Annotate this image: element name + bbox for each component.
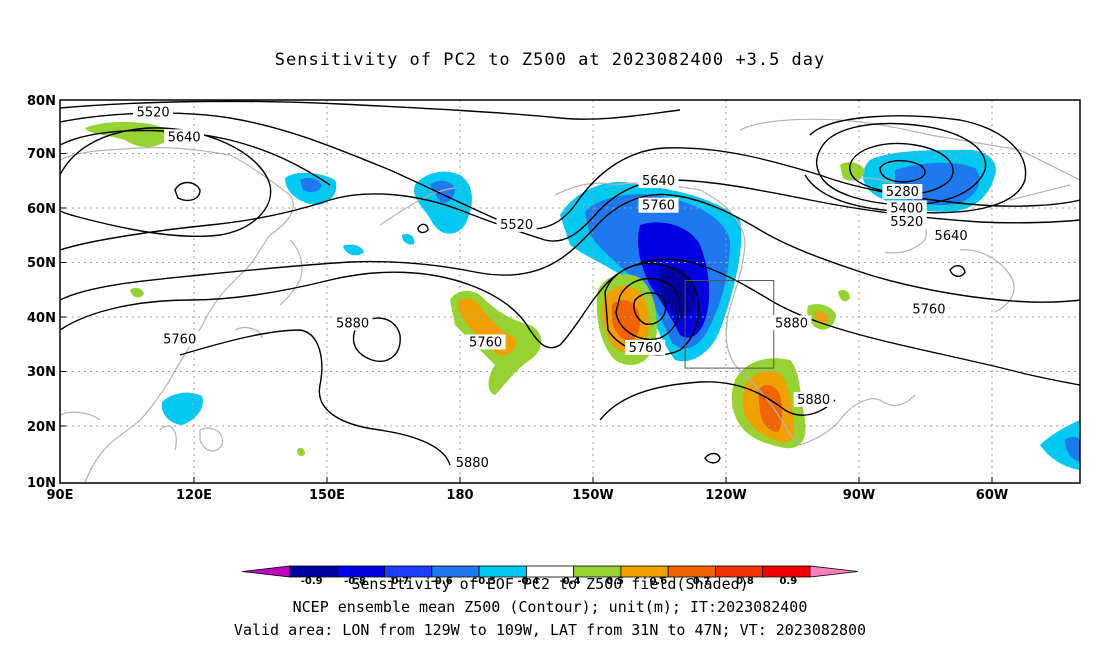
shade-navy-core (660, 266, 696, 318)
contour-label: 5760 (469, 335, 502, 350)
shade-green-bit3 (838, 290, 850, 302)
contour-label: 5760 (629, 341, 662, 356)
contour-label: 5640 (642, 174, 675, 189)
longitude-labels: 90E 120E 150E 180 150W 120W 90W 60W (47, 488, 1009, 503)
contour-label-bg (882, 184, 923, 200)
contour-label-bg (886, 200, 927, 216)
lon-label: 120E (176, 488, 212, 503)
colorbar-tick-label: -0.4 (517, 576, 539, 587)
contour-label: 5880 (775, 316, 808, 331)
colorbar-tick-label: 0.8 (736, 576, 754, 587)
contour-label: 5880 (456, 456, 489, 471)
shade-cyan-atlantic (1040, 420, 1080, 470)
colorbar-tick-label: 0.5 (606, 576, 624, 587)
shade-cyan-bit2 (402, 234, 415, 245)
lat-label: 40N (27, 311, 56, 326)
plot-frame (59, 99, 1081, 484)
lat-label: 70N (27, 147, 56, 162)
colorbar-tick-label: 0.6 (649, 576, 667, 587)
lat-label: 10N (27, 476, 56, 491)
contour-label-bg (638, 173, 679, 189)
colorbar: -0.9 -0.8 -0.7 -0.6 -0.5 -0.4 0.4 0.5 0.6 0.7 0.8 0… (241, 565, 859, 587)
shade-blue-atlantic (1065, 436, 1080, 462)
lon-label: 180 (446, 488, 473, 503)
lat-label: 60N (27, 202, 56, 217)
shade-cyan-bit1 (343, 244, 364, 256)
contour-label-bg (133, 104, 174, 120)
colorbar-tick-label: 0.4 (563, 576, 581, 587)
lon-label: 90E (47, 488, 74, 503)
contour-label: 5760 (642, 199, 675, 214)
lon-label: 60W (976, 488, 1008, 503)
contour-label-bg (886, 214, 927, 230)
shade-orange-bit2 (815, 311, 828, 324)
contour-label-bg (625, 339, 666, 355)
contour-label-bg (465, 334, 506, 350)
z500-contours (60, 100, 1080, 466)
lat-label: 50N (27, 256, 56, 271)
contour-label-bg (771, 315, 812, 331)
lon-label: 150W (572, 488, 613, 503)
colorbar-tick-label: 0.9 (779, 576, 797, 587)
shade-blue-kamchatka (300, 177, 322, 193)
contour-label: 5640 (935, 229, 968, 244)
latitude-labels: 80N 70N 60N 50N 40N 30N 20N 10N (27, 94, 56, 491)
lat-label: 80N (27, 94, 56, 109)
shade-green-bit1 (130, 287, 144, 298)
colorbar-tick-label: -0.6 (431, 576, 453, 587)
contour-label: 5640 (168, 130, 201, 145)
contour-labels: 5520564055205640576052805400552056405760… (133, 104, 972, 471)
lat-label: 30N (27, 365, 56, 380)
colorbar-tick-label: -0.8 (344, 576, 366, 587)
contour-label-bg (332, 315, 373, 331)
colorbar-tick-label: 0.7 (693, 576, 711, 587)
contour-label: 5520 (500, 218, 533, 233)
lat-label: 20N (27, 420, 56, 435)
caption-shading: Sensitivity of EOF PC2 to Z500 field(Sha… (351, 575, 749, 593)
grid-lines (60, 100, 1080, 483)
colorbar-tick-label: -0.5 (474, 576, 496, 587)
caption-contour: NCEP ensemble mean Z500 (Contour); unit(… (292, 598, 808, 616)
contour-label-bg (164, 129, 205, 145)
contour-label: 5520 (890, 215, 923, 230)
contour-label: 5760 (912, 303, 945, 318)
lon-label: 150E (309, 488, 345, 503)
shade-green-bit4 (297, 447, 305, 457)
contour-label: 5520 (137, 106, 170, 121)
contour-label: 5280 (886, 185, 919, 200)
colorbar-tick-label: -0.7 (387, 576, 409, 587)
tick-marks (60, 99, 993, 483)
contour-label-bg (908, 301, 949, 317)
colorbar-right-arrow (809, 565, 859, 578)
shade-cyan-scs (161, 392, 203, 425)
contour-label: 5760 (163, 333, 196, 348)
plot-title: Sensitivity of PC2 to Z500 at 2023082400… (274, 50, 826, 70)
shade-red-140w (612, 300, 640, 341)
sensitivity-shading (85, 121, 1080, 470)
contour-label: 5880 (336, 316, 369, 331)
contour-label: 5880 (797, 393, 830, 408)
colorbar-tick-label: -0.9 (301, 576, 323, 587)
contour-label-bg (159, 331, 200, 347)
contour-label-bg (793, 391, 834, 407)
lon-label: 90W (843, 488, 875, 503)
contour-label-bg (931, 227, 972, 243)
contour-label-bg (452, 454, 493, 470)
contour-label-bg (496, 216, 537, 232)
contour-label: 5400 (890, 201, 923, 216)
lon-label: 120W (705, 488, 746, 503)
contour-label-bg (638, 197, 679, 213)
caption-valid-area: Valid area: LON from 129W to 109W, LAT f… (233, 621, 867, 639)
